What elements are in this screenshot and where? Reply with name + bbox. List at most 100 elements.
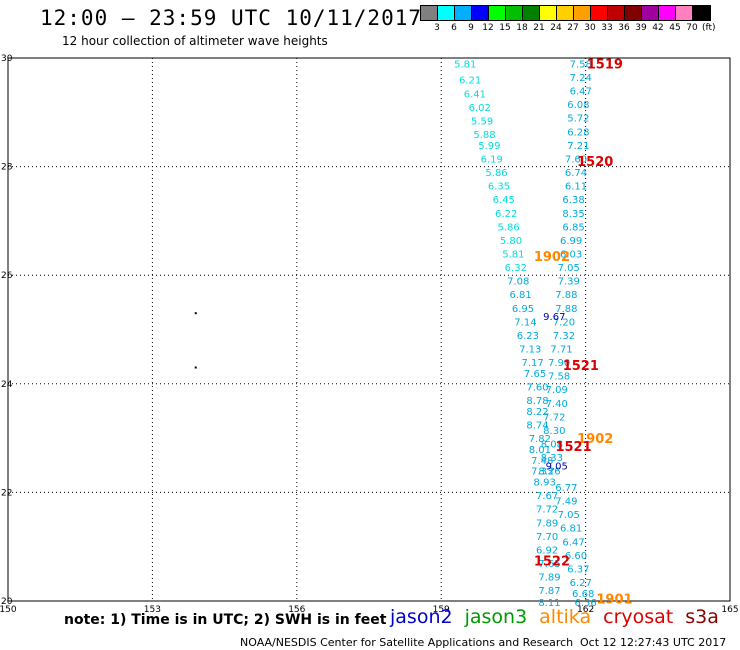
wave-height-value: 6.32	[505, 263, 527, 274]
legend-swatch	[608, 6, 625, 20]
wave-height-value: 6.81	[509, 290, 531, 301]
satellite-legend-item: jason2	[390, 606, 453, 628]
wave-height-value: 7.90	[548, 358, 570, 369]
wave-height-value: 6.81	[560, 524, 582, 535]
footer-timestamp: Oct 12 12:27:43 UTC 2017	[580, 636, 727, 649]
wave-height-value: 5.88	[473, 130, 495, 141]
color-scale-labels: 3 6 9 12 15 18 21 24 27 30 33 36 39 42 45 70 (ft)	[420, 21, 715, 33]
wave-height-value: 6.19	[481, 154, 503, 165]
satellite-legend: jason2 jason3 altika cryosat s3a	[390, 606, 719, 628]
legend-label: 45	[669, 23, 681, 33]
legend-label: 30	[584, 23, 596, 33]
longitude-tick-label: 156	[288, 605, 305, 615]
wave-height-value: 6.85	[562, 222, 584, 233]
wave-height-value: 8.30	[543, 426, 565, 437]
latitude-tick-label: 22	[1, 488, 12, 498]
pass-number-label: 1521	[563, 359, 599, 374]
legend-swatch	[693, 6, 710, 20]
footer-organization: NOAA/NESDIS Center for Satellite Applica…	[240, 636, 574, 649]
wave-height-value: 7.21	[567, 141, 589, 152]
legend-label: 39	[635, 23, 647, 33]
legend-swatch	[455, 6, 472, 20]
wave-height-value: 7.65	[524, 369, 546, 380]
wave-height-value: 7.88	[555, 304, 577, 315]
legend-label: 33	[601, 23, 613, 33]
legend-label: 70	[686, 23, 698, 33]
longitude-tick-label: 162	[577, 605, 594, 615]
legend-swatch	[574, 6, 591, 20]
wave-height-value: 6.28	[567, 127, 589, 138]
latitude-tick-label: 20	[1, 597, 13, 607]
wave-height-value: 8.93	[534, 478, 556, 489]
legend-swatch	[523, 6, 540, 20]
wave-height-value: 8.08	[541, 440, 563, 451]
legend-label: 15	[499, 23, 511, 33]
wave-height-value: 7.14	[514, 317, 536, 328]
wave-height-value: 7.67	[536, 491, 558, 502]
pass-number-label: 1520	[577, 155, 613, 170]
wave-height-value: 7.24	[570, 73, 592, 84]
latitude-tick-label: 30	[1, 54, 13, 64]
longitude-tick-label: 159	[433, 605, 450, 615]
satellite-legend-item: jason3	[464, 606, 528, 628]
wave-height-value: 7.20	[553, 317, 575, 328]
legend-swatch	[438, 6, 455, 20]
legend-swatch	[625, 6, 642, 20]
legend-label: 27	[567, 23, 579, 33]
wave-height-value: 5.86	[497, 222, 519, 233]
wave-height-value: 7.09	[546, 385, 568, 396]
wave-height-value: 6.02	[469, 103, 491, 114]
wave-height-value: 6.23	[517, 331, 539, 342]
pass-number-label: 1902	[534, 250, 570, 265]
wave-height-value: 7.33	[531, 467, 553, 478]
wave-height-value: 5.86	[485, 168, 507, 179]
wave-height-value: 8.33	[541, 453, 563, 464]
color-scale-swatches	[420, 5, 711, 21]
wave-height-value: 7.71	[550, 345, 572, 356]
wave-height-value: 6.27	[570, 578, 592, 589]
note-text: note: 1) Time is in UTC; 2) SWH is in fe…	[64, 612, 387, 628]
wave-height-value: 7.60	[565, 154, 587, 165]
wave-height-value: 7.72	[536, 505, 558, 516]
island-dot	[194, 366, 197, 369]
wave-height-value: 6.41	[464, 89, 486, 100]
wave-height-value: 8.35	[562, 209, 584, 220]
satellite-legend-item: altika	[539, 606, 592, 628]
wave-height-value: 5.81	[454, 59, 476, 70]
wave-height-value: 8.78	[526, 396, 548, 407]
wave-height-value: 6.03	[560, 249, 582, 260]
wave-height-value: 6.21	[459, 76, 481, 87]
legend-unit: (ft)	[702, 23, 716, 33]
wave-height-value: 7.89	[538, 573, 560, 584]
map-title: 12:00 — 23:59 UTC 10/11/2017	[40, 6, 423, 30]
wave-height-value: 7.17	[522, 358, 544, 369]
legend-swatch	[489, 6, 506, 20]
legend-label: 9	[468, 23, 474, 33]
wave-height-value: 6.22	[495, 209, 517, 220]
pass-number-label: 1902	[577, 432, 613, 447]
wave-height-value: 5.80	[500, 236, 522, 247]
pass-number-label: 1522	[534, 554, 570, 569]
legend-swatch	[642, 6, 659, 20]
wave-height-value: 8.26	[538, 467, 560, 478]
longitude-tick-label: 153	[144, 605, 161, 615]
map-subtitle: 12 hour collection of altimeter wave hei…	[62, 34, 328, 48]
wave-height-value: 6.60	[565, 551, 587, 562]
wave-height-value: 6.99	[560, 236, 582, 247]
legend-swatch	[506, 6, 523, 20]
wave-height-value: 9.67	[543, 312, 565, 323]
legend-swatch	[472, 6, 489, 20]
wave-height-value: 7.05	[558, 510, 580, 521]
pass-number-label: 1519	[587, 57, 623, 72]
legend-label: 3	[434, 23, 440, 33]
wave-height-value: 7.58	[548, 372, 570, 383]
legend-label: 36	[618, 23, 630, 33]
wave-height-value: 7.89	[536, 518, 558, 529]
wave-height-value: 6.38	[562, 195, 584, 206]
legend-label: 21	[533, 23, 545, 33]
legend-label: 6	[451, 23, 457, 33]
legend-swatch	[659, 6, 676, 20]
wave-height-value: 8.11	[538, 598, 560, 609]
legend-label: 18	[516, 23, 528, 33]
